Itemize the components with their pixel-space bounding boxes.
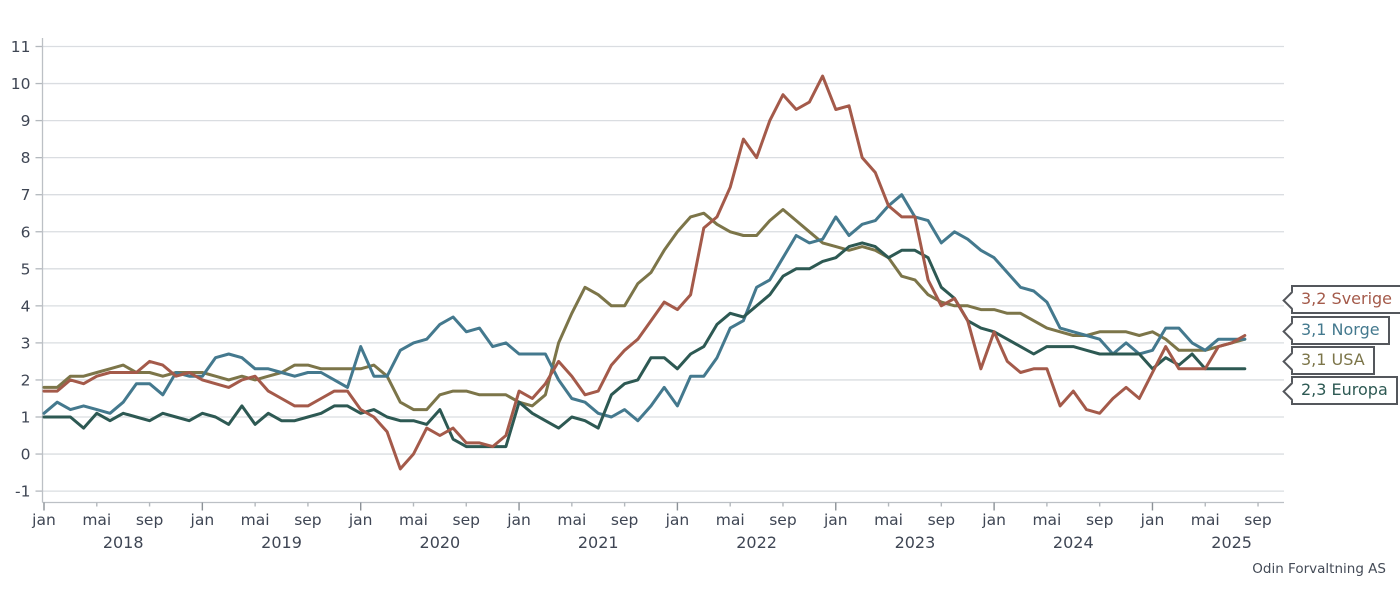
series-value-label-sverige: 3,2 Sverige	[1282, 285, 1400, 314]
series-line-europa	[42, 241, 1247, 449]
x-axis-month-label: sep	[611, 511, 638, 529]
x-axis-year-label: 2024	[1053, 533, 1094, 552]
y-axis-tick-label: 0	[21, 446, 31, 464]
gridlines	[35, 45, 1284, 492]
series-value-label-europa: 2,3 Europa	[1282, 376, 1398, 405]
x-axis-year-label: 2019	[261, 533, 302, 552]
callout-text-sverige: 3,2 Sverige	[1301, 289, 1393, 308]
x-axis-year-label: 2020	[420, 533, 461, 552]
x-axis-month-label: mai	[241, 511, 270, 529]
x-axis-year-label: 2018	[103, 533, 144, 552]
x-axis-month-label: mai	[1032, 511, 1061, 529]
x-axis-month-label: jan	[823, 511, 848, 529]
x-axis-month-label: jan	[1140, 511, 1165, 529]
x-axis-month-label: jan	[348, 511, 373, 529]
x-axis-month-label: sep	[769, 511, 796, 529]
x-axis-month-label: sep	[294, 511, 321, 529]
x-axis-month-label: mai	[82, 511, 111, 529]
x-axis-month-label: jan	[981, 511, 1006, 529]
attribution-text: Odin Forvaltning AS	[1252, 561, 1386, 577]
y-axis-tick-label: 3	[21, 334, 31, 352]
x-axis-month-label: jan	[31, 511, 56, 529]
y-axis-tick-label: 7	[21, 186, 31, 204]
series-value-label-norge: 3,1 Norge	[1282, 316, 1390, 345]
callout-text-usa: 3,1 USA	[1301, 350, 1365, 369]
x-axis-month-label: mai	[874, 511, 903, 529]
x-axis-month-label: mai	[399, 511, 428, 529]
series-line-sverige	[42, 74, 1247, 471]
y-axis-tick-label: 2	[21, 371, 31, 389]
x-axis-month-label: sep	[136, 511, 163, 529]
y-axis-tick-label: 6	[21, 223, 31, 241]
x-axis-month-label: mai	[716, 511, 745, 529]
y-axis-tick-label: 4	[21, 297, 31, 315]
x-axis-year-label: 2021	[578, 533, 619, 552]
callout-text-norge: 3,1 Norge	[1301, 320, 1380, 339]
x-axis-month-label: sep	[1244, 511, 1271, 529]
x-axis-year-label: 2025	[1211, 533, 1252, 552]
y-axis-tick-label: -1	[15, 483, 30, 501]
x-axis-year-label: 2022	[736, 533, 777, 552]
x-axis-month-label: jan	[506, 511, 531, 529]
x-axis-month-label: jan	[665, 511, 690, 529]
x-axis-month-label: mai	[1191, 511, 1220, 529]
x-axis-month-label: sep	[1086, 511, 1113, 529]
callout-text-europa: 2,3 Europa	[1301, 380, 1388, 399]
series-line-norge	[42, 193, 1247, 423]
y-axis-tick-label: 11	[11, 38, 31, 56]
y-axis-tick-label: 9	[21, 112, 31, 130]
x-axis-year-label: 2023	[895, 533, 936, 552]
y-axis-tick-label: 1	[21, 409, 31, 427]
x-axis-month-label: mai	[557, 511, 586, 529]
series-value-label-usa: 3,1 USA	[1282, 346, 1375, 375]
y-axis-tick-label: 10	[11, 75, 31, 93]
x-axis-month-label: sep	[928, 511, 955, 529]
x-axis-month-label: sep	[453, 511, 480, 529]
series-line-usa	[42, 208, 1247, 412]
axes	[41, 38, 1284, 511]
x-axis-month-label: jan	[190, 511, 215, 529]
y-axis-tick-label: 8	[21, 149, 31, 167]
y-axis-tick-label: 5	[21, 260, 31, 278]
